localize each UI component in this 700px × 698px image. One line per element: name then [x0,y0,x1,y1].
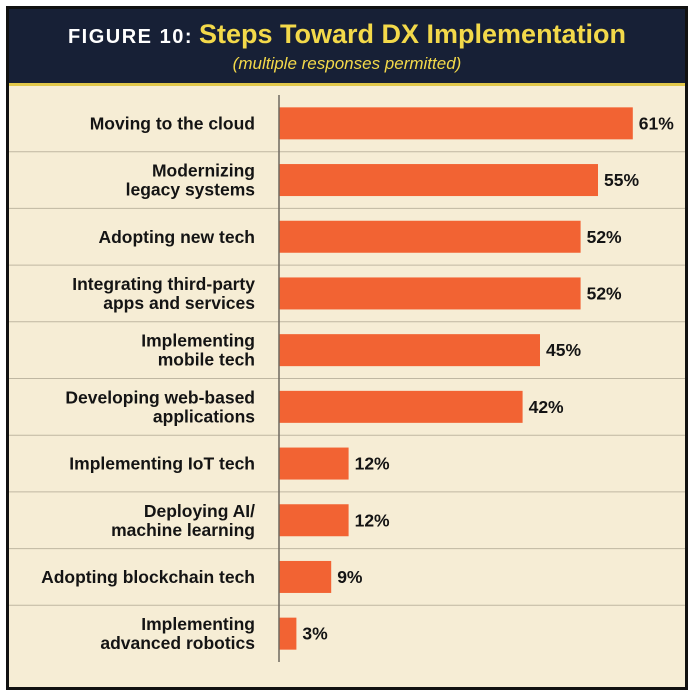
value-label: 45% [546,340,581,360]
bar [279,164,598,197]
category-label: apps and services [103,293,255,313]
chart-subtitle: (multiple responses permitted) [232,54,462,73]
bar [279,560,332,593]
value-label: 3% [302,624,328,644]
header-rule [9,83,685,86]
title-row: FIGURE 10: Steps Toward DX Implementation [9,19,685,50]
bar [279,220,581,253]
category-label: mobile tech [158,350,255,370]
category-label: applications [153,406,255,426]
category-label: Implementing [141,614,255,634]
category-label: Deploying AI/ [144,501,255,521]
value-label: 9% [337,567,363,587]
value-label: 12% [355,454,390,474]
bar [279,617,297,650]
category-label: Modernizing [152,161,255,181]
bar [279,447,349,480]
figure-label: FIGURE 10: [67,26,193,48]
category-label: machine learning [111,520,255,540]
category-label: Implementing [141,331,255,351]
category-label: Adopting new tech [98,227,255,247]
category-label: Developing web-based [65,387,255,407]
chart-title: Steps Toward DX Implementation [198,19,627,49]
bar [279,277,581,310]
value-label: 61% [639,113,674,133]
category-label: Adopting blockchain tech [41,567,255,587]
value-label: 52% [587,227,622,247]
category-label: advanced robotics [100,633,255,653]
figure-frame: FIGURE 10: Steps Toward DX Implementation… [6,6,688,690]
bar [279,107,633,140]
bar [279,334,540,367]
category-label: Integrating third-party [72,274,255,294]
bar-chart: 61% Moving to the cloud 55% Modernizinglega… [9,95,685,662]
bar [279,504,349,537]
value-label: 55% [604,170,639,190]
category-label: Implementing IoT tech [69,454,255,474]
value-label: 12% [355,510,390,530]
value-label: 52% [587,283,622,303]
category-label: Moving to the cloud [90,113,255,133]
category-label: legacy systems [126,180,256,200]
value-label: 42% [529,397,564,417]
bar [279,390,523,423]
figure-header: FIGURE 10: Steps Toward DX Implementation… [9,9,685,83]
